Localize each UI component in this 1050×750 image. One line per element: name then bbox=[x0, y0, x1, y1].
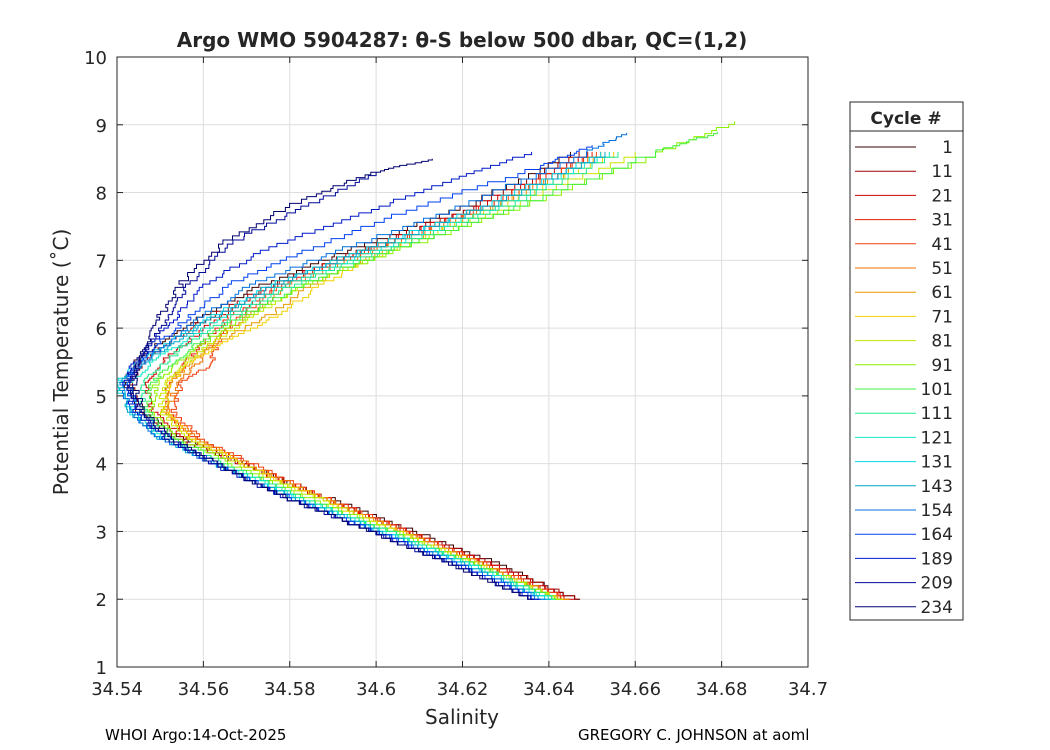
series-line-cycle-61 bbox=[160, 151, 606, 600]
legend-label-31: 31 bbox=[931, 211, 953, 231]
x-tick-label: 34.62 bbox=[437, 679, 489, 700]
legend-label-143: 143 bbox=[921, 477, 953, 497]
legend-label-1: 1 bbox=[942, 138, 953, 158]
footer-right-credit: GREGORY C. JOHNSON at aoml bbox=[578, 726, 810, 744]
legend-label-209: 209 bbox=[921, 574, 953, 594]
x-tick-label: 34.56 bbox=[178, 679, 230, 700]
x-tick-label: 34.58 bbox=[264, 679, 316, 700]
y-tick-label: 2 bbox=[96, 590, 107, 611]
legend-label-91: 91 bbox=[931, 356, 953, 376]
y-tick-label: 5 bbox=[96, 387, 107, 408]
x-axis-label: Salinity bbox=[425, 705, 499, 729]
y-tick-label: 10 bbox=[84, 48, 107, 69]
series-line-cycle-154 bbox=[119, 132, 628, 600]
y-tick-label: 3 bbox=[96, 522, 107, 543]
series-layer bbox=[117, 121, 736, 600]
legend-label-21: 21 bbox=[931, 186, 953, 206]
legend-label-61: 61 bbox=[931, 283, 953, 303]
legend-label-71: 71 bbox=[931, 307, 953, 327]
legend-label-189: 189 bbox=[921, 549, 953, 569]
legend-label-101: 101 bbox=[921, 380, 953, 400]
y-tick-label: 6 bbox=[96, 319, 107, 340]
series-line-cycle-101 bbox=[143, 131, 718, 600]
y-tick-label: 8 bbox=[96, 184, 107, 205]
legend-label-51: 51 bbox=[931, 259, 953, 279]
x-tick-label: 34.6 bbox=[356, 679, 396, 700]
legend-label-131: 131 bbox=[921, 453, 953, 473]
chart-title: Argo WMO 5904287: θ-S below 500 dbar, QC… bbox=[177, 28, 747, 52]
y-axis-label: Potential Temperature (˚C) bbox=[49, 229, 73, 496]
legend-box bbox=[849, 101, 964, 621]
legend-label-81: 81 bbox=[931, 332, 953, 352]
legend-label-41: 41 bbox=[931, 235, 953, 255]
footer-left-credit: WHOI Argo:14-Oct-2025 bbox=[105, 726, 287, 744]
plot-area: 34.54 34.56 34.58 34.6 34.62 34.64 34.66 34.68 3… bbox=[84, 48, 828, 700]
grid-lines bbox=[117, 57, 808, 667]
y-tick-label: 1 bbox=[96, 658, 107, 679]
series-line-cycle-234 bbox=[132, 158, 534, 600]
legend-label-164: 164 bbox=[921, 525, 953, 545]
legend-label-11: 11 bbox=[931, 162, 953, 182]
legend-label-234: 234 bbox=[921, 598, 953, 618]
y-tick-label: 7 bbox=[96, 251, 107, 272]
legend-label-154: 154 bbox=[921, 501, 953, 521]
x-tick-label: 34.68 bbox=[696, 679, 748, 700]
legend-label-111: 111 bbox=[921, 404, 953, 424]
series-line-cycle-81 bbox=[158, 151, 636, 600]
x-tick-label: 34.54 bbox=[91, 679, 143, 700]
x-tick-label: 34.64 bbox=[523, 679, 575, 700]
legend: Cycle # 11121314151617181911011111211311… bbox=[849, 101, 964, 621]
x-tick-label: 34.7 bbox=[788, 679, 828, 700]
y-tick-label: 4 bbox=[96, 455, 107, 476]
legend-title: Cycle # bbox=[870, 109, 941, 129]
axis-ticks: 34.54 34.56 34.58 34.6 34.62 34.64 34.66 34.68 3… bbox=[84, 48, 828, 700]
y-tick-label: 9 bbox=[96, 116, 107, 137]
x-tick-label: 34.66 bbox=[609, 679, 661, 700]
legend-items: 1112131415161718191101111121131143154164… bbox=[855, 138, 953, 618]
legend-label-121: 121 bbox=[921, 428, 953, 448]
